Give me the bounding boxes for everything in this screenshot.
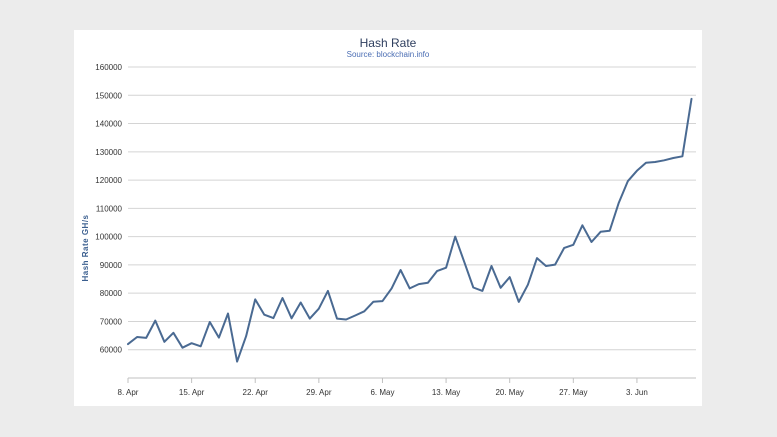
data-point[interactable] <box>143 335 149 341</box>
chart-subtitle: Source: blockchain.info <box>347 50 430 59</box>
data-point[interactable] <box>661 157 667 163</box>
data-point[interactable] <box>334 316 340 322</box>
data-point[interactable] <box>525 282 531 288</box>
data-point[interactable] <box>443 265 449 271</box>
data-point[interactable] <box>325 288 331 294</box>
data-point[interactable] <box>434 268 440 274</box>
data-point[interactable] <box>261 312 267 318</box>
data-point[interactable] <box>634 168 640 174</box>
y-tick-label: 100000 <box>95 233 122 242</box>
data-point[interactable] <box>489 263 495 269</box>
y-tick-label: 70000 <box>100 317 123 326</box>
data-point[interactable] <box>552 262 558 268</box>
data-point[interactable] <box>307 316 313 322</box>
data-point[interactable] <box>134 334 140 340</box>
data-point[interactable] <box>516 299 522 305</box>
grid <box>128 66 696 351</box>
hash-rate-chart: Hash Rate Source: blockchain.info Hash R… <box>81 36 696 397</box>
data-point[interactable] <box>570 242 576 248</box>
data-point[interactable] <box>670 155 676 161</box>
y-axis-label: Hash Rate GH/s <box>81 214 90 281</box>
data-point[interactable] <box>152 318 158 324</box>
x-axis-ticks: 8. Apr 15. Apr 22. Apr 29. Apr 6. May 13. May… <box>118 378 648 397</box>
data-point[interactable] <box>198 343 204 349</box>
x-tick-label: 27. May <box>559 388 587 397</box>
data-point[interactable] <box>679 153 685 159</box>
data-point[interactable] <box>361 308 367 314</box>
data-point[interactable] <box>579 222 585 228</box>
data-point[interactable] <box>225 311 231 317</box>
data-point[interactable] <box>425 280 431 286</box>
series-group <box>125 96 695 365</box>
y-tick-label: 150000 <box>95 91 122 100</box>
y-tick-label: 60000 <box>100 346 123 355</box>
data-point[interactable] <box>607 228 613 234</box>
data-point[interactable] <box>207 319 213 325</box>
data-point[interactable] <box>252 296 258 302</box>
data-point[interactable] <box>125 341 131 347</box>
data-point[interactable] <box>161 339 167 345</box>
data-point[interactable] <box>498 285 504 291</box>
data-point[interactable] <box>216 335 222 341</box>
x-tick-label: 15. Apr <box>179 388 205 397</box>
data-point[interactable] <box>561 245 567 251</box>
x-tick-label: 29. Apr <box>306 388 332 397</box>
y-tick-label: 130000 <box>95 148 122 157</box>
data-point[interactable] <box>170 330 176 336</box>
data-point[interactable] <box>234 359 240 365</box>
y-tick-label: 90000 <box>100 261 123 270</box>
data-point[interactable] <box>180 345 186 351</box>
data-point[interactable] <box>389 285 395 291</box>
data-point[interactable] <box>416 281 422 287</box>
data-point[interactable] <box>589 239 595 245</box>
chart-panel: Hash Rate Source: blockchain.info Hash R… <box>74 30 702 406</box>
data-point[interactable] <box>407 285 413 291</box>
y-tick-label: 80000 <box>100 289 123 298</box>
data-point[interactable] <box>243 333 249 339</box>
x-tick-label: 13. May <box>432 388 460 397</box>
data-point[interactable] <box>189 340 195 346</box>
data-point[interactable] <box>280 295 286 301</box>
data-point[interactable] <box>370 299 376 305</box>
data-point[interactable] <box>643 160 649 166</box>
chart-title: Hash Rate <box>360 36 417 50</box>
y-tick-label: 120000 <box>95 176 122 185</box>
data-point[interactable] <box>652 159 658 165</box>
data-point[interactable] <box>543 263 549 269</box>
data-point[interactable] <box>270 315 276 321</box>
data-point[interactable] <box>352 313 358 319</box>
data-point[interactable] <box>380 298 386 304</box>
x-tick-label: 22. Apr <box>243 388 269 397</box>
data-point[interactable] <box>289 315 295 321</box>
data-point[interactable] <box>343 317 349 323</box>
data-point[interactable] <box>452 234 458 240</box>
data-point[interactable] <box>534 255 540 261</box>
data-point[interactable] <box>479 288 485 294</box>
data-point[interactable] <box>470 285 476 291</box>
data-point[interactable] <box>398 267 404 273</box>
x-tick-label: 8. Apr <box>118 388 139 397</box>
x-tick-label: 20. May <box>495 388 523 397</box>
data-point[interactable] <box>616 200 622 206</box>
data-point[interactable] <box>461 259 467 265</box>
y-tick-label: 140000 <box>95 120 122 129</box>
x-tick-label: 3. Jun <box>626 388 648 397</box>
data-point[interactable] <box>507 274 513 280</box>
y-tick-label: 160000 <box>95 63 122 72</box>
data-point[interactable] <box>598 229 604 235</box>
data-point[interactable] <box>298 300 304 306</box>
y-axis-ticks: 60000 70000 80000 90000 100000 110000 120000 13… <box>95 63 122 355</box>
x-tick-label: 6. May <box>370 388 394 397</box>
data-point[interactable] <box>316 306 322 312</box>
hash-rate-series-line <box>127 97 693 363</box>
data-point[interactable] <box>625 178 631 184</box>
data-point[interactable] <box>689 96 695 102</box>
y-tick-label: 110000 <box>96 204 123 213</box>
